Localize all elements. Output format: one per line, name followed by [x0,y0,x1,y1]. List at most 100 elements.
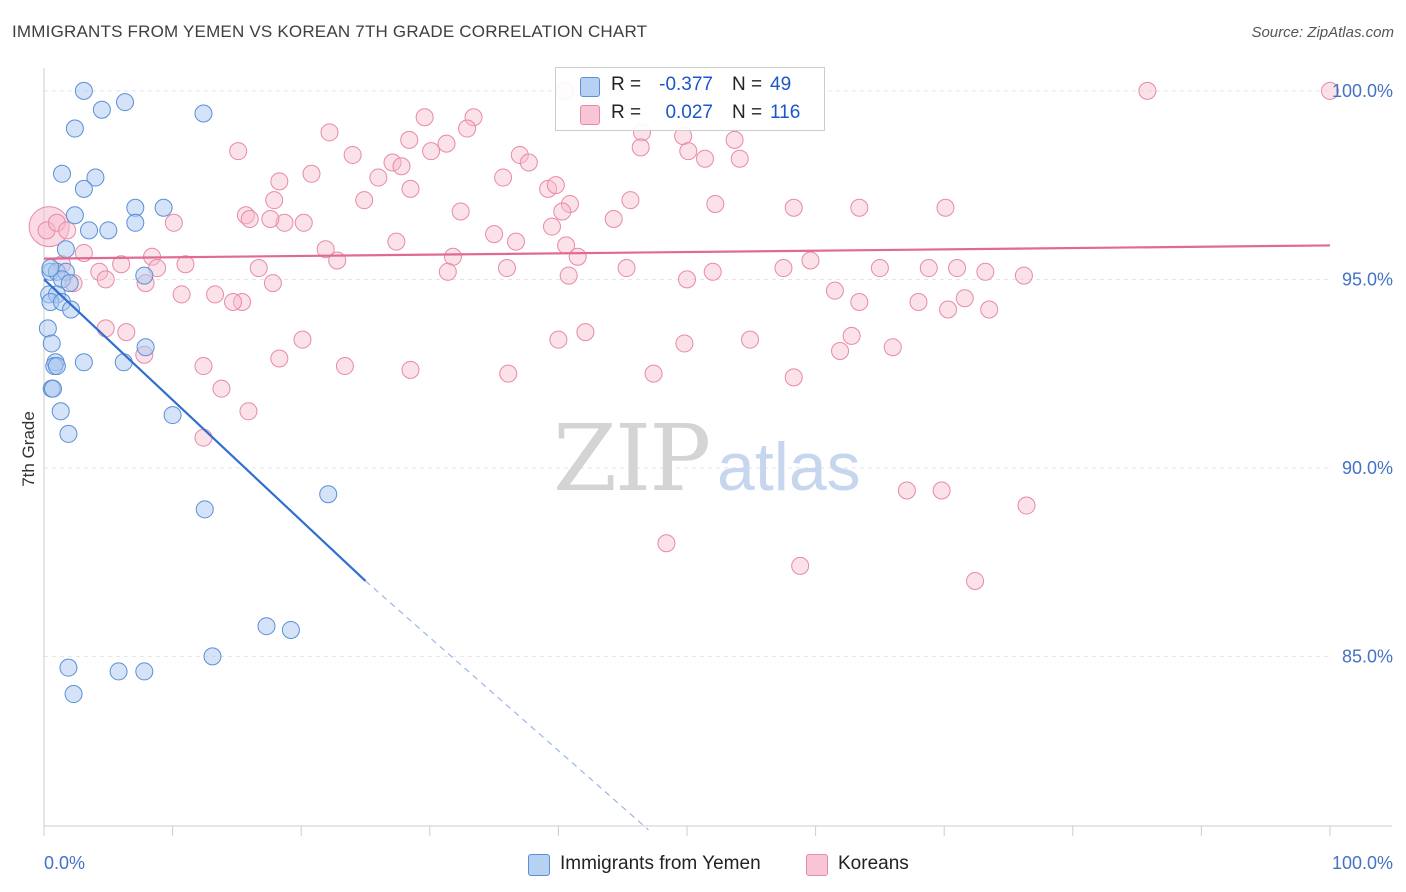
korean-point [485,225,504,244]
korean-point [842,326,861,345]
korean-point [936,198,955,217]
yemen-point [195,500,214,519]
korean-point [831,341,850,360]
y-tick-label: 90.0% [1342,458,1393,478]
korean-point [206,285,225,304]
korean-point [194,357,213,376]
korean-point [1138,81,1157,100]
yemen-point [135,662,154,681]
korean-point [438,262,457,281]
pink-swatch-icon [580,105,600,125]
korean-trend-line [43,244,1331,260]
korean-point [270,349,289,368]
korean-point [422,142,441,161]
yemen-point [257,617,276,636]
korean-point [172,285,191,304]
yemen-point [126,213,145,232]
korean-point [678,270,696,289]
korean-point [497,259,516,278]
korean-point [58,221,77,240]
korean-point [387,232,406,251]
yemen-point [62,300,81,319]
yemen-point [59,658,78,677]
korean-point [239,402,258,421]
yemen-point [65,119,84,138]
korean-point [801,251,820,270]
korean-point [725,130,744,149]
korean-point [464,108,483,127]
legend-label-koreans: Koreans [838,853,909,874]
legend-r-label: R = [611,102,642,123]
korean-point [706,194,725,213]
korean-point [96,270,115,289]
yemen-point [65,206,84,225]
korean-point [774,259,793,278]
korean-point [443,247,462,266]
yemen-point [116,93,135,112]
korean-point [955,289,974,308]
yemen-point [99,221,118,240]
korean-point [932,481,951,500]
korean-point [553,202,572,221]
korean-point [850,198,869,217]
korean-point [499,364,518,383]
yemen-point [74,81,93,100]
korean-point [604,210,623,229]
blue-swatch-icon [580,77,600,97]
korean-point [549,330,568,349]
korean-point [703,262,722,281]
korean-point [696,149,715,168]
korean-point [506,232,525,251]
korean-point [369,168,388,187]
yemen-point [64,685,83,704]
korean-point [644,364,663,383]
x-tick-label: 0.0% [44,853,85,873]
korean-point [559,266,578,285]
legend-row-yemen: R = -0.377 N = 49 [556,72,824,100]
korean-point [919,259,938,278]
yemen-point [319,485,338,504]
korean-point [320,123,339,142]
yemen-point [74,353,93,372]
yemen-point [47,357,66,376]
korean-point [90,262,109,281]
yemen-point [126,198,145,217]
grid-lines [44,90,1330,657]
legend-r-value: -0.377 [659,74,713,95]
korean-point [784,368,803,387]
korean-point [568,247,587,266]
korean-point [263,274,282,293]
trend-lines [43,244,1331,831]
yemen-point [86,168,105,187]
korean-point [617,259,636,278]
yemen-point [56,240,75,259]
korean-point [233,292,252,311]
korean-point [176,255,195,274]
korean-point [302,164,321,183]
korean-point [621,191,640,210]
korean-point [1014,266,1033,285]
pink-square-icon [806,854,828,876]
korean-point [261,210,280,229]
korean-point [335,357,354,376]
korean-point [458,119,477,138]
yemen-point [163,406,182,425]
yemen-point [59,424,78,443]
korean-point [1321,81,1339,100]
legend-r-value: 0.027 [665,102,713,123]
korean-point [948,259,967,278]
yemen-point [51,402,70,421]
korean-point [850,292,869,311]
yemen-point [135,266,154,285]
chart-title: IMMIGRANTS FROM YEMEN VS KOREAN 7TH GRAD… [12,22,648,41]
legend-row-koreans: R = 0.027 N = 116 [556,100,824,128]
korean-point [542,217,561,236]
korean-point [229,142,248,161]
y-tick-label: 95.0% [1342,269,1393,289]
korean-point [265,191,284,210]
y-tick-label: 100.0% [1332,81,1393,101]
yemen-point [109,662,128,681]
korean-point [631,138,650,157]
yemen-trend-extension [365,580,649,831]
korean-point [383,153,402,172]
